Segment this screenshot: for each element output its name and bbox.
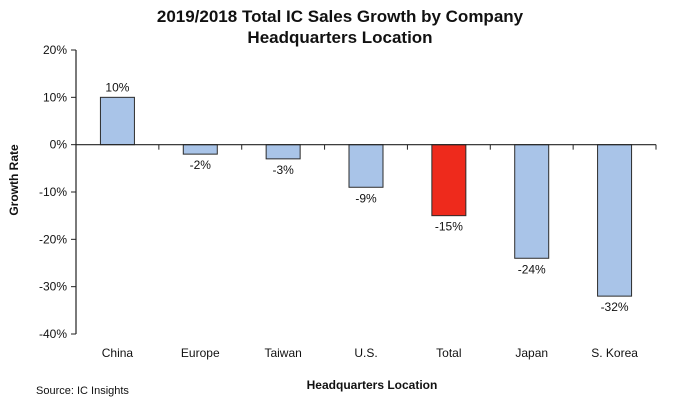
y-axis: 20% 10% 0% -10% -20% -30% -40% <box>39 43 77 341</box>
y-tick-label: -30% <box>39 280 67 294</box>
y-tick-label: -10% <box>39 185 67 199</box>
y-tick-label: 20% <box>43 43 67 57</box>
source-note: Source: IC Insights <box>36 385 129 397</box>
data-label: -9% <box>355 191 377 205</box>
chart-title-line-1: 2019/2018 Total IC Sales Growth by Compa… <box>156 7 524 26</box>
y-tick-label: 10% <box>43 90 67 104</box>
bars: 10% -2% -3% -9% -15% -24% -32% <box>99 80 633 314</box>
y-tick-label: 0% <box>50 138 68 152</box>
y-tick-label: -40% <box>39 327 67 341</box>
x-category-label: S. Korea <box>591 346 638 360</box>
data-label: -32% <box>601 300 629 314</box>
x-axis-title: Headquarters Location <box>307 378 438 392</box>
x-category-label: Europe <box>181 346 220 360</box>
bar-total <box>431 144 467 217</box>
data-label: 10% <box>105 80 129 94</box>
x-category-label: Taiwan <box>264 346 301 360</box>
data-label: -15% <box>435 220 463 234</box>
x-category-label: U.S. <box>354 346 377 360</box>
data-label: -2% <box>190 158 212 172</box>
bar-taiwan <box>265 144 301 160</box>
bar-china <box>99 96 135 146</box>
x-axis: China Europe Taiwan U.S. Total Japan S. Korea <box>75 144 657 360</box>
data-label: -3% <box>272 163 294 177</box>
bar-s-korea <box>597 144 633 297</box>
bar-u-s <box>348 144 384 188</box>
bar-japan <box>514 144 550 259</box>
x-category-label: Total <box>436 346 461 360</box>
y-axis-title: Growth Rate <box>7 144 21 216</box>
x-category-label: Japan <box>515 346 548 360</box>
chart-title-line-2: Headquarters Location <box>247 28 433 47</box>
y-tick-label: -20% <box>39 232 67 246</box>
bar-europe <box>182 144 218 155</box>
data-label: -24% <box>518 262 546 276</box>
x-category-label: China <box>102 346 134 360</box>
